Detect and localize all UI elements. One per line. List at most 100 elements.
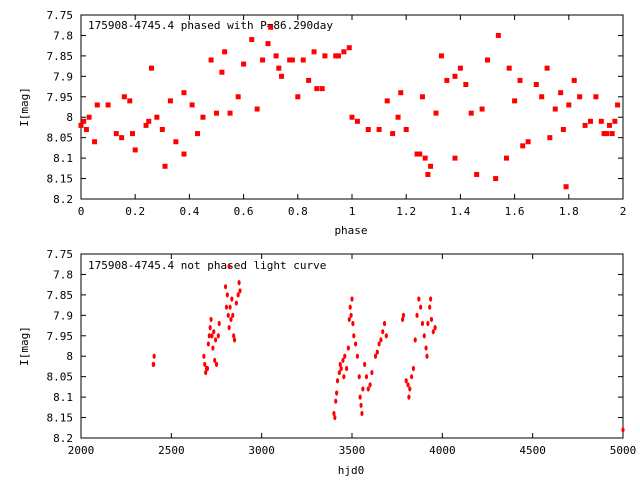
y-tick-label: 8.2: [53, 432, 73, 445]
data-point: [232, 337, 237, 343]
x-tick-label: 2: [620, 205, 627, 218]
data-point: [366, 386, 370, 392]
data-point: [463, 82, 469, 88]
data-point: [512, 98, 518, 104]
y-tick-label: 8.05: [47, 371, 74, 384]
data-point: [452, 155, 458, 161]
data-point: [189, 102, 195, 108]
data-point: [232, 333, 236, 339]
data-point: [332, 410, 336, 417]
data-point: [395, 114, 401, 120]
data-point: [341, 49, 347, 55]
y-tick-label: 7.85: [47, 50, 74, 63]
data-point: [229, 316, 233, 323]
data-point: [377, 341, 381, 347]
data-point: [360, 410, 364, 417]
plot-frame: [80, 14, 624, 200]
data-point: [525, 139, 531, 145]
data-point: [203, 361, 207, 367]
data-point: [205, 365, 210, 372]
data-point: [382, 320, 387, 327]
x-tick-label: 3500: [339, 444, 366, 457]
data-point: [207, 333, 211, 339]
data-point: [485, 57, 490, 63]
data-point: [426, 320, 430, 327]
data-point: [520, 143, 526, 149]
data-point: [213, 357, 217, 363]
data-point: [343, 353, 347, 359]
data-point: [425, 353, 429, 359]
data-point: [234, 300, 238, 306]
data-point: [598, 118, 604, 124]
data-point: [276, 65, 282, 71]
data-point: [552, 106, 558, 112]
data-point: [113, 131, 119, 137]
data-point: [349, 312, 353, 318]
y-tick-label: 8.15: [47, 173, 74, 186]
data-point: [219, 69, 225, 75]
y-tick-label: 8.1: [53, 391, 73, 404]
data-point: [604, 131, 610, 137]
data-point: [230, 296, 234, 302]
data-point: [346, 45, 352, 51]
data-point: [339, 365, 343, 372]
data-point: [429, 316, 434, 323]
data-point: [311, 49, 317, 55]
data-point: [210, 333, 214, 339]
data-point: [539, 94, 545, 100]
data-point: [419, 94, 425, 100]
data-point: [349, 114, 355, 120]
data-point: [105, 102, 111, 108]
data-point: [361, 386, 365, 392]
y-tick-label: 7.85: [47, 289, 74, 302]
data-point: [406, 382, 410, 388]
data-point: [241, 61, 247, 67]
data-point: [121, 94, 127, 100]
axis-ticks: 0 0.2 0.4 0.6 0.8 1 1.2 1.4 1.6 1.8 2 7.75 7.8 7.85 7.…: [47, 9, 627, 218]
data-point: [348, 304, 352, 310]
data-point: [226, 312, 230, 318]
data-point: [341, 357, 345, 363]
data-point: [400, 316, 405, 323]
data-point: [92, 139, 98, 145]
data-point: [260, 57, 266, 63]
data-point: [167, 98, 173, 104]
data-point: [417, 296, 421, 302]
y-tick-label: 8.2: [53, 193, 73, 206]
data-point: [593, 94, 599, 100]
data-point: [335, 390, 339, 396]
data-point: [181, 151, 187, 157]
data-point: [422, 333, 426, 339]
data-point: [582, 122, 588, 128]
data-point: [335, 378, 340, 384]
x-tick-label: 5000: [610, 444, 637, 457]
data-point: [214, 361, 219, 367]
data-point: [506, 65, 512, 71]
data-point: [376, 126, 382, 132]
data-point: [352, 333, 356, 339]
data-point: [431, 329, 435, 335]
data-point: [334, 398, 338, 404]
data-point: [152, 361, 156, 367]
data-point: [214, 110, 219, 116]
data-point: [379, 337, 383, 343]
data-point: [503, 155, 509, 161]
data-point: [587, 118, 593, 124]
data-point: [365, 126, 371, 132]
data-points: [78, 24, 621, 190]
data-point: [119, 135, 125, 141]
data-point: [411, 365, 416, 372]
data-point: [228, 304, 232, 310]
data-point: [612, 118, 618, 124]
data-point: [249, 37, 255, 43]
data-point: [254, 106, 260, 112]
data-point: [384, 98, 390, 104]
data-point: [333, 53, 339, 59]
data-point: [127, 98, 133, 104]
x-tick-label: 4000: [429, 444, 456, 457]
x-tick-label: 0: [78, 205, 85, 218]
data-point: [354, 341, 358, 347]
data-point: [227, 263, 231, 269]
data-point: [319, 86, 325, 92]
